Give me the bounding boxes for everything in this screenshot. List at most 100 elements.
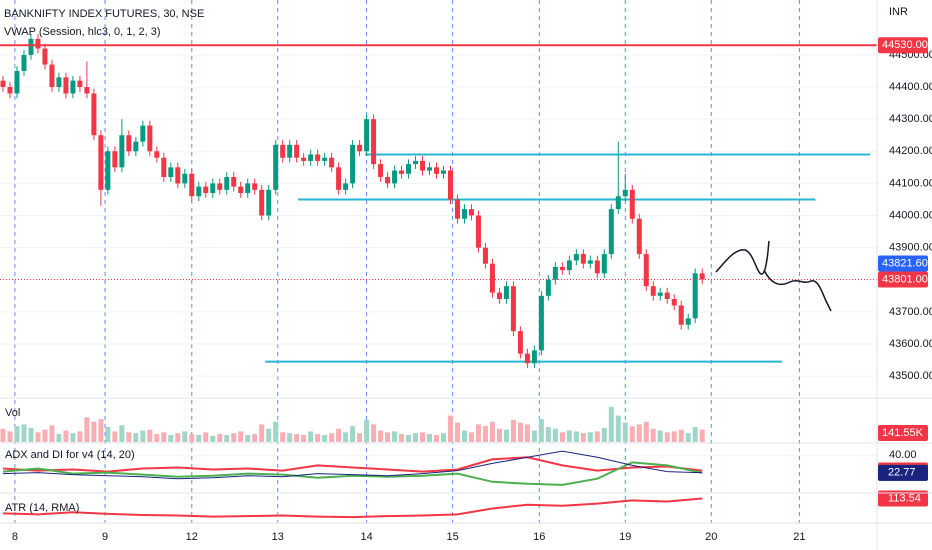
volume-bar [615, 415, 621, 442]
volume-bar [238, 431, 244, 442]
volume-bar [28, 427, 34, 442]
candle-body [461, 209, 467, 219]
candle-body [238, 186, 244, 194]
candle-body [427, 167, 433, 171]
volume-bar [566, 430, 572, 442]
volume-bar [154, 434, 160, 442]
volume-bar [0, 428, 6, 442]
candle-body [175, 167, 181, 184]
volume-bar [112, 431, 118, 442]
volume-label: 141.55K [882, 427, 924, 439]
candle-body [566, 260, 572, 271]
candle-body [203, 186, 209, 194]
volume-bar [580, 433, 586, 442]
price-label: 44530.00 [882, 39, 928, 51]
volume-bar [21, 424, 27, 442]
candle-body [385, 176, 391, 184]
candle-body [343, 183, 349, 190]
y-tick-label: 40.00 [889, 449, 917, 461]
candle-body [189, 173, 195, 197]
volume-bar [315, 434, 321, 442]
candle-body [378, 164, 384, 177]
x-tick-label: 9 [102, 531, 108, 543]
x-tick-label: 19 [619, 531, 631, 543]
volume-bar [182, 431, 188, 442]
volume-bar [245, 434, 251, 442]
volume-bar [147, 429, 153, 442]
candle-body [517, 331, 523, 354]
volume-bar [440, 433, 446, 442]
indicator-title: VWAP (Session, hlc3, 0, 1, 2, 3) [4, 26, 161, 38]
x-tick-label: 14 [360, 531, 372, 543]
candle-body [217, 183, 223, 190]
x-tick-label: 20 [705, 531, 717, 543]
volume-bar [140, 430, 146, 442]
candle-body [531, 350, 537, 364]
volume-bar [685, 433, 691, 442]
volume-bar [252, 434, 258, 442]
volume-bar [378, 430, 384, 442]
indicator-line [2, 497, 703, 519]
candle-body [105, 151, 111, 190]
y-tick-label: 43500.00 [889, 370, 932, 382]
volume-bar [42, 429, 48, 442]
volume-bar [224, 434, 230, 442]
value-label-box [878, 490, 928, 507]
candle-body [468, 209, 474, 216]
candle-body [231, 176, 237, 187]
candle-body [147, 125, 153, 152]
candle-body [364, 119, 370, 152]
volume-bar [447, 415, 453, 442]
volume-bar [14, 426, 20, 442]
volume-bar [126, 432, 132, 442]
currency: INR [889, 6, 908, 18]
volume-bar [49, 425, 55, 442]
candle-body [524, 353, 530, 364]
volume-bar [461, 430, 467, 442]
candle-body [245, 183, 251, 194]
volume-bar [175, 433, 181, 442]
volume-bar [364, 419, 370, 442]
x-tick-label: 12 [186, 531, 198, 543]
volume-bar [636, 424, 642, 442]
candle-body [475, 215, 481, 248]
candle-body [77, 80, 83, 88]
candle-body [14, 70, 20, 94]
candle-body [224, 176, 230, 190]
volume-bar [196, 434, 202, 442]
candle-body [622, 189, 628, 197]
candle-body [699, 273, 705, 280]
volume-bar [301, 434, 307, 442]
candle-body [678, 305, 684, 325]
candle-body [154, 151, 160, 158]
volume-bar [482, 426, 488, 442]
candle-body [371, 119, 377, 165]
candle-body [413, 160, 419, 165]
candle-body [420, 160, 426, 171]
candle-body [7, 87, 13, 94]
volume-label-box [878, 425, 928, 441]
candle-body [552, 266, 558, 280]
candle-body [615, 196, 621, 210]
price-label-box [878, 271, 928, 288]
candle-body [252, 183, 258, 190]
x-tick-label: 13 [272, 531, 284, 543]
volume-bar [468, 432, 474, 442]
candle-body [42, 48, 48, 65]
volume-bar [322, 434, 328, 442]
volume-bar [587, 432, 593, 442]
volume-bar [63, 430, 69, 442]
candle-body [280, 144, 286, 158]
volume-bar [350, 426, 356, 442]
candle-body [273, 144, 279, 190]
candle-body [580, 254, 586, 264]
y-tick-label: 43700.00 [889, 306, 932, 318]
volume-bar [608, 406, 614, 442]
candle-body [133, 141, 139, 152]
candle-body [587, 260, 593, 264]
volume-bar [308, 431, 314, 442]
volume-bar [392, 431, 398, 442]
